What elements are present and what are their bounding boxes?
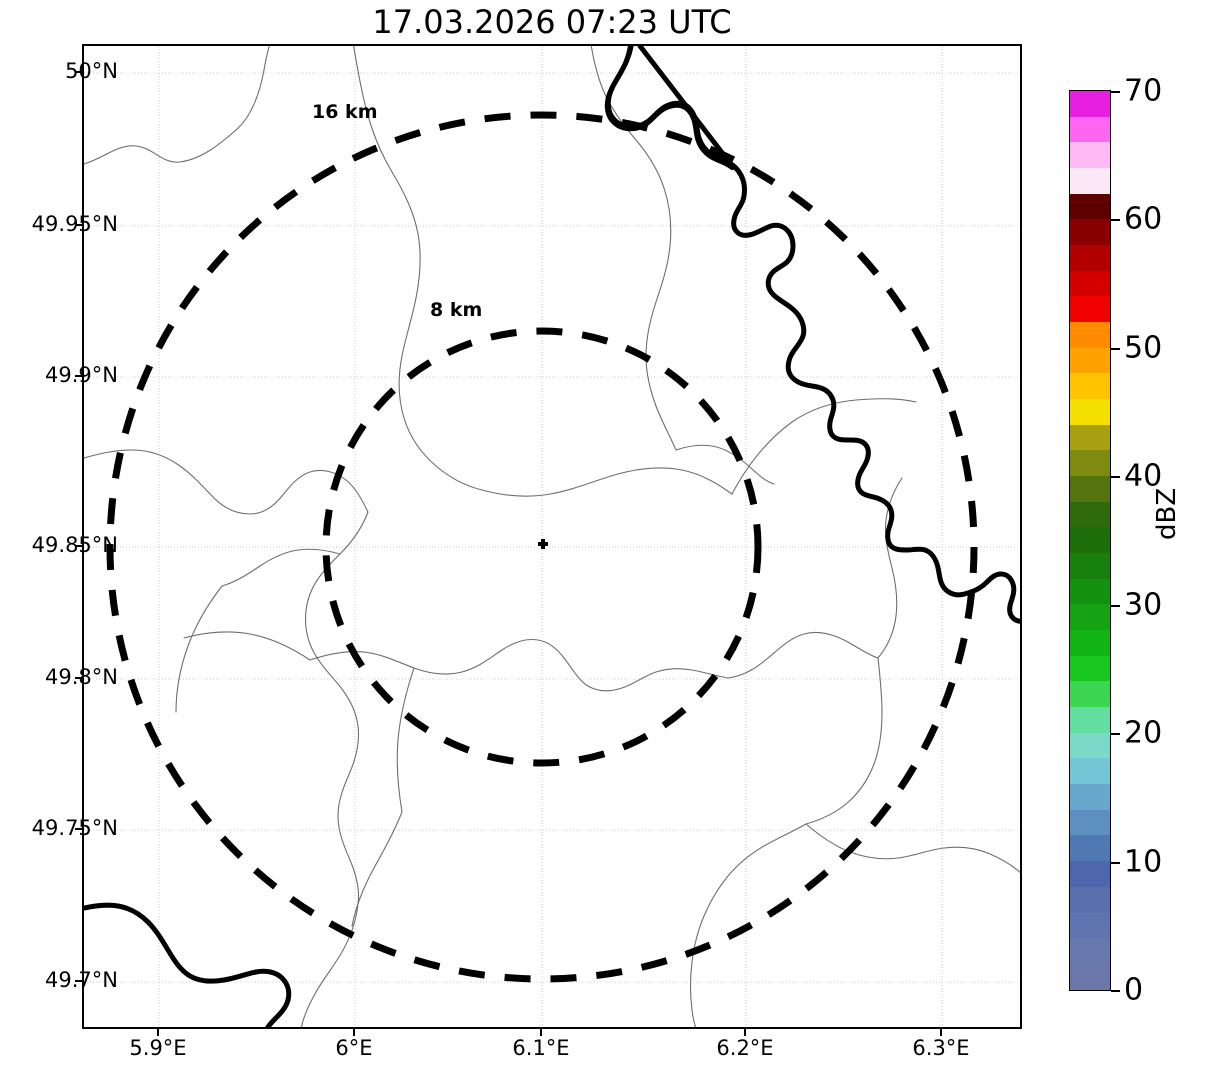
colorbar-axis-label: dBZ <box>1152 487 1182 540</box>
xtick-mark-3 <box>744 1029 746 1036</box>
national-border <box>84 46 1020 1027</box>
ytick-mark-5 <box>75 828 82 830</box>
colorbar-band <box>1070 116 1110 143</box>
ytick-mark-3 <box>75 545 82 547</box>
cbtick-mark-40 <box>1111 476 1120 478</box>
range-ring-16km-label: 16 km <box>312 101 378 123</box>
range-ring-8km-label: 8 km <box>430 299 482 321</box>
map-axes[interactable]: 16 km 8 km <box>82 44 1022 1029</box>
colorbar-band <box>1070 527 1110 554</box>
xtick-mark-0 <box>157 1029 159 1036</box>
colorbar-band <box>1070 630 1110 656</box>
colorbar-band <box>1070 963 1110 990</box>
xtick-label-3: 6.2°E <box>716 1036 774 1060</box>
cbtick-label-60: 60 <box>1124 201 1163 237</box>
cbtick-label-10: 10 <box>1124 844 1163 880</box>
xtick-mark-2 <box>540 1029 542 1036</box>
colorbar-band <box>1070 373 1110 400</box>
ytick-label-1: 49.95°N <box>31 212 118 236</box>
colorbar-band <box>1070 91 1110 117</box>
ytick-label-3: 49.85°N <box>31 533 118 557</box>
map-canvas: 16 km 8 km <box>84 46 1020 1027</box>
ytick-label-6: 49.7°N <box>45 968 118 992</box>
grid-lines-vertical <box>158 46 943 1027</box>
ytick-label-2: 49.9°N <box>45 363 118 387</box>
colorbar-band <box>1070 784 1110 810</box>
xtick-mark-4 <box>940 1029 942 1036</box>
xtick-mark-1 <box>353 1029 355 1036</box>
colorbar-band <box>1070 604 1110 631</box>
colorbar-band <box>1070 553 1110 579</box>
cbtick-mark-70 <box>1111 91 1120 93</box>
cbtick-label-0: 0 <box>1124 972 1144 1008</box>
ytick-mark-4 <box>75 677 82 679</box>
cbtick-label-40: 40 <box>1124 458 1163 494</box>
colorbar[interactable] <box>1069 90 1111 991</box>
ytick-mark-2 <box>75 375 82 377</box>
cbtick-label-70: 70 <box>1124 73 1163 109</box>
colorbar-band <box>1070 424 1110 451</box>
colorbar-band <box>1070 399 1110 425</box>
cbtick-mark-0 <box>1111 990 1120 992</box>
colorbar-band <box>1070 296 1110 323</box>
colorbar-band <box>1070 270 1110 297</box>
colorbar-band <box>1070 168 1110 194</box>
cbtick-label-20: 20 <box>1124 715 1163 751</box>
cbtick-mark-50 <box>1111 348 1120 350</box>
colorbar-band <box>1070 655 1110 682</box>
colorbar-band <box>1070 578 1110 605</box>
colorbar-band <box>1070 245 1110 271</box>
ytick-label-4: 49.8°N <box>45 665 118 689</box>
colorbar-band <box>1070 322 1110 348</box>
ytick-mark-6 <box>75 980 82 982</box>
xtick-label-1: 6°E <box>335 1036 373 1060</box>
ytick-mark-0 <box>75 71 82 73</box>
range-ring-8km <box>322 327 762 767</box>
xtick-label-0: 5.9°E <box>129 1036 187 1060</box>
colorbar-band <box>1070 835 1110 862</box>
colorbar-band <box>1070 681 1110 708</box>
cbtick-mark-10 <box>1111 862 1120 864</box>
colorbar-band <box>1070 450 1110 477</box>
ytick-label-5: 49.75°N <box>31 816 118 840</box>
colorbar-band <box>1070 501 1110 528</box>
ytick-mark-1 <box>75 224 82 226</box>
colorbar-band <box>1070 476 1110 502</box>
colorbar-band <box>1070 758 1110 785</box>
colorbar-band <box>1070 938 1110 964</box>
admin-boundaries <box>84 46 1020 1027</box>
grid-lines-horizontal <box>84 72 1020 983</box>
cbtick-mark-30 <box>1111 605 1120 607</box>
colorbar-band <box>1070 142 1110 169</box>
xtick-label-2: 6.1°E <box>512 1036 570 1060</box>
radar-center-marker <box>538 539 548 549</box>
colorbar-band <box>1070 886 1110 913</box>
range-ring-16km <box>106 111 978 983</box>
colorbar-band <box>1070 912 1110 939</box>
cbtick-label-50: 50 <box>1124 330 1163 366</box>
page-title: 17.03.2026 07:23 UTC <box>372 3 732 41</box>
colorbar-band <box>1070 861 1110 887</box>
cbtick-label-30: 30 <box>1124 587 1163 623</box>
colorbar-band <box>1070 732 1110 759</box>
colorbar-band <box>1070 193 1110 220</box>
colorbar-band <box>1070 347 1110 374</box>
colorbar-band <box>1070 707 1110 733</box>
colorbar-band <box>1070 809 1110 836</box>
cbtick-mark-20 <box>1111 733 1120 735</box>
xtick-label-4: 6.3°E <box>912 1036 970 1060</box>
colorbar-band <box>1070 219 1110 246</box>
cbtick-mark-60 <box>1111 219 1120 221</box>
ytick-label-0: 50°N <box>65 59 118 83</box>
